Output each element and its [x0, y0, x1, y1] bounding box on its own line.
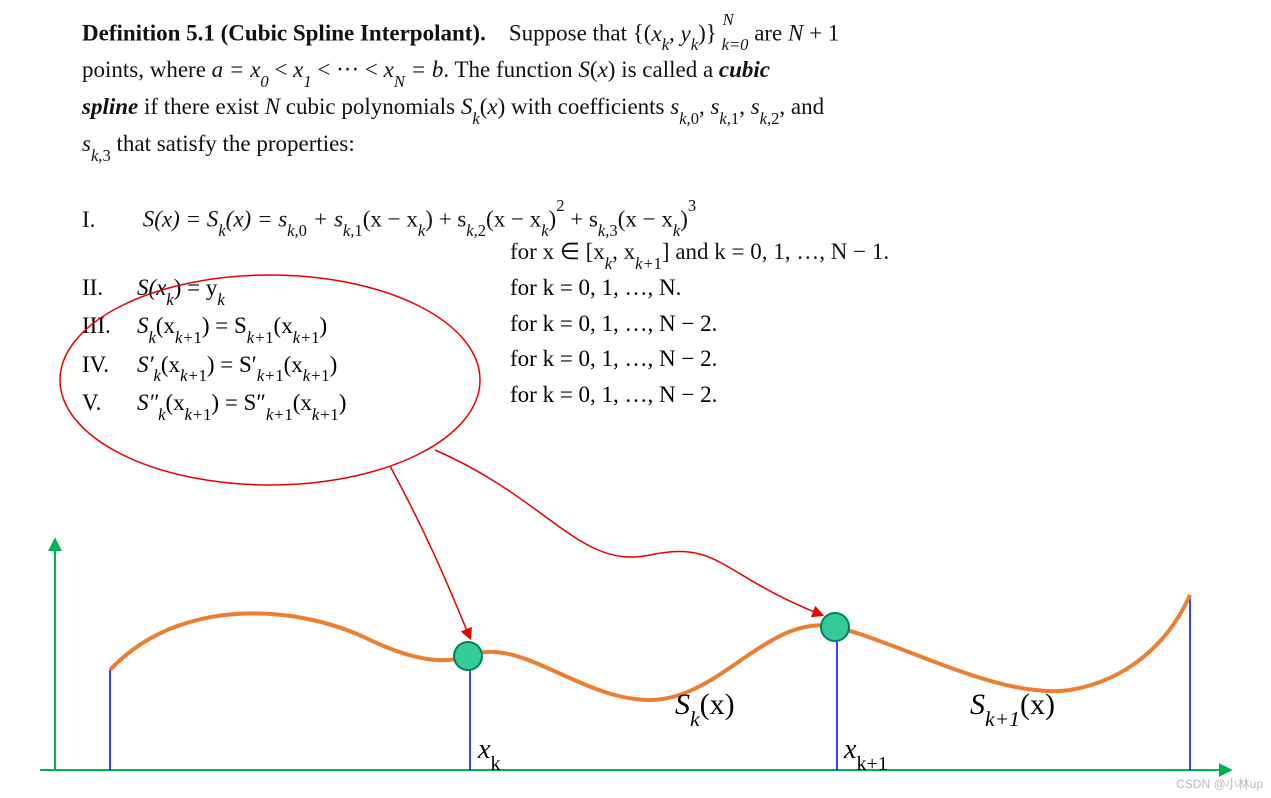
label-Sk1: Sk+1(x)	[970, 688, 1055, 727]
annotation-arrow-1	[390, 466, 470, 638]
node-xk	[454, 642, 482, 670]
node-xk1	[821, 613, 849, 641]
watermark: CSDN @小林up	[1176, 775, 1263, 792]
spline-diagram	[0, 0, 1271, 798]
spline-curve	[110, 595, 1190, 700]
annotation-arrow-2	[435, 450, 822, 615]
label-Sk: Sk(x)	[675, 688, 735, 727]
label-xk: xk	[478, 734, 501, 771]
annotation-ellipse	[60, 275, 480, 485]
label-xk1: xk+1	[844, 734, 888, 771]
